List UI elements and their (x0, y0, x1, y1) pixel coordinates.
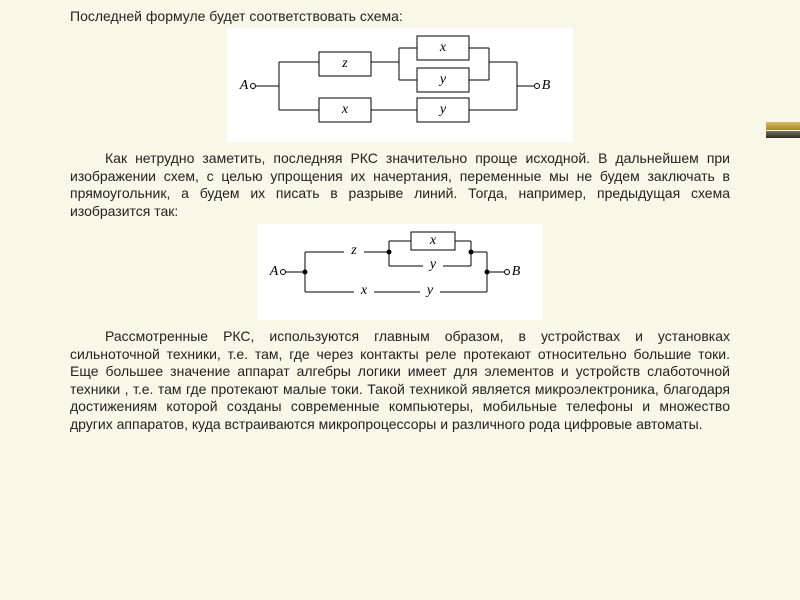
diagram-1: A Bz x y x y (227, 28, 573, 142)
paragraph-1: Как нетрудно заметить, последняя РКС зна… (70, 150, 730, 220)
svg-text:A: A (239, 78, 249, 93)
paragraph-2: Рассмотренные РКС, используются главным … (70, 328, 730, 433)
svg-text:B: B (512, 264, 521, 279)
svg-text:y: y (438, 72, 447, 87)
svg-text:z: z (341, 56, 348, 71)
svg-text:z: z (350, 243, 357, 258)
svg-text:B: B (542, 78, 551, 93)
svg-text:x: x (429, 233, 437, 248)
svg-text:x: x (360, 283, 368, 298)
decor-bar-dark (766, 131, 800, 138)
title: Последней формуле будет соответствовать … (70, 8, 730, 24)
svg-text:y: y (425, 283, 434, 298)
decor-bar-gold (766, 122, 800, 130)
svg-text:A: A (269, 264, 279, 279)
circuit-svg-2: ABzxyxy (261, 228, 531, 316)
circuit-svg-1: A Bz x y x y (231, 32, 561, 138)
svg-text:x: x (439, 40, 447, 55)
diagram-2: ABzxyxy (257, 224, 543, 320)
svg-text:x: x (341, 102, 349, 117)
svg-text:y: y (428, 257, 437, 272)
svg-text:y: y (438, 102, 447, 117)
